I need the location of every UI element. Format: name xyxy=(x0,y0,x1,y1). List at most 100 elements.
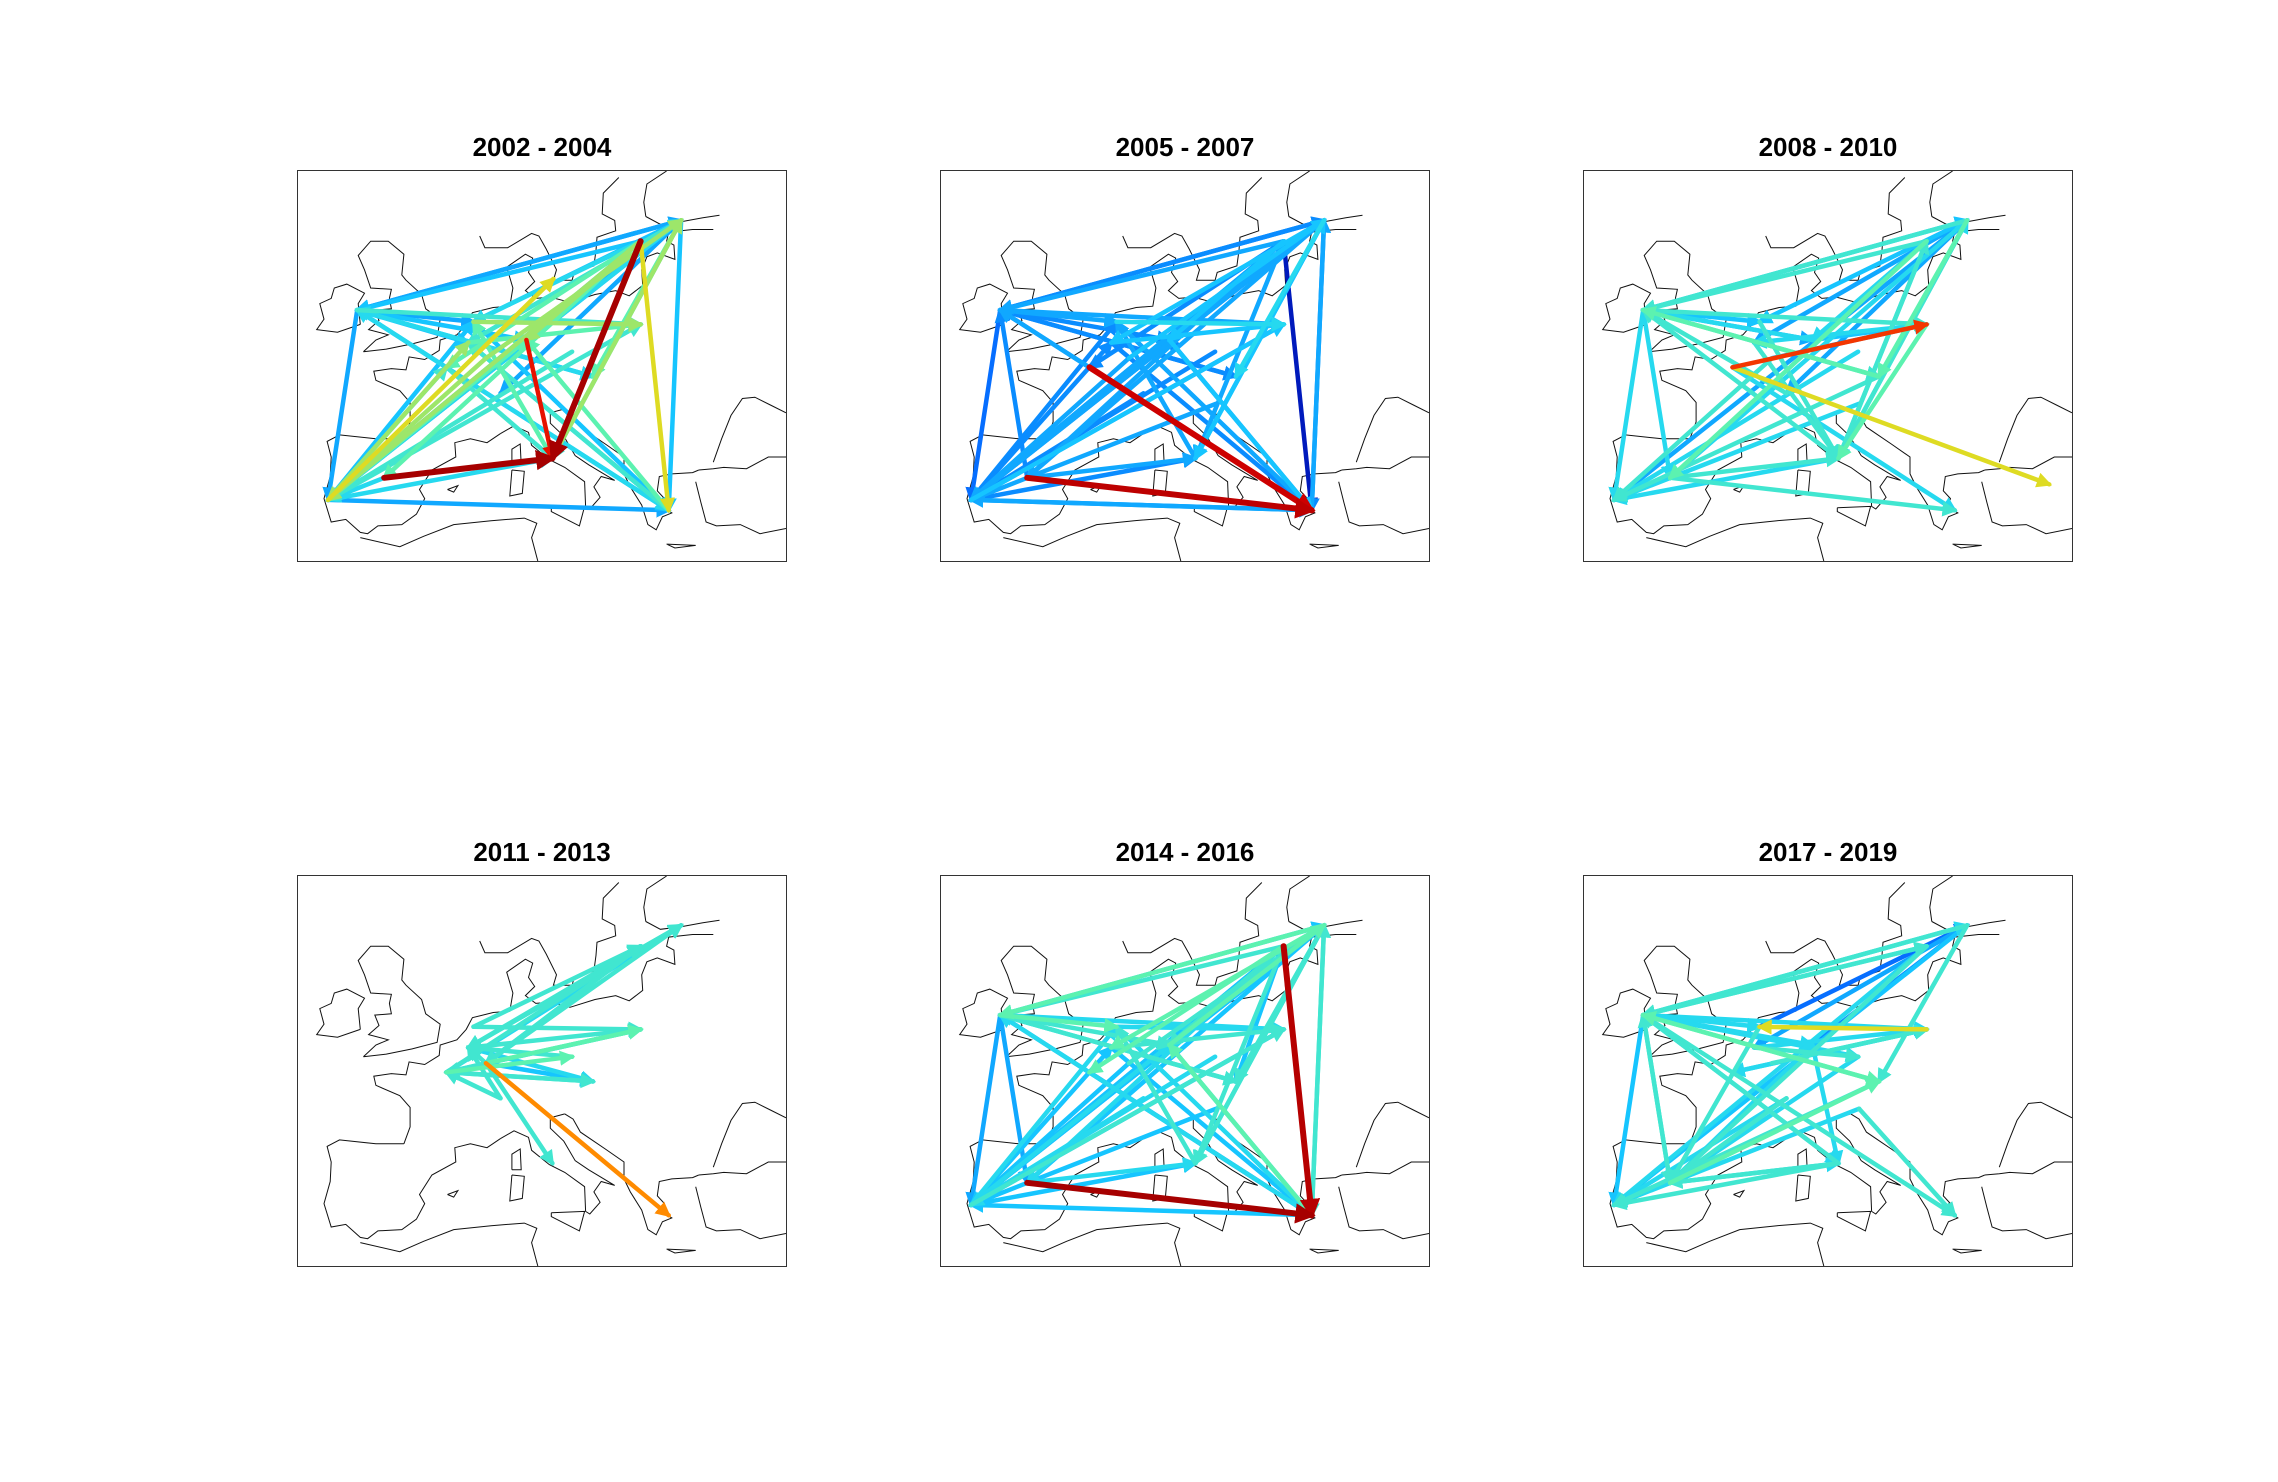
flow-arrow-ee-it xyxy=(1192,943,1286,1167)
flow-arrow-fi-nl xyxy=(1756,218,1970,325)
flow-arrow-cz-be xyxy=(465,1041,575,1059)
flow-arrow-ie-pt xyxy=(1608,1012,1646,1208)
flow-arrow-pt-gr xyxy=(325,497,672,518)
map-frame xyxy=(940,170,1430,562)
flow-arrow-ch-pt xyxy=(1611,1096,1789,1208)
flow-arrow-be-pl xyxy=(1109,1023,1287,1050)
flow-arrow-es-it xyxy=(381,450,557,481)
flow-arrow-si-gr xyxy=(1856,1106,1957,1218)
coastline xyxy=(1338,1186,1429,1240)
coastline xyxy=(315,283,366,333)
flow-layer xyxy=(1608,216,2053,517)
coastline xyxy=(1003,517,1182,561)
coastline-layer xyxy=(315,876,786,1266)
flow-arrow-pt-be xyxy=(325,340,471,503)
flow-arrow-fi-it xyxy=(1193,923,1327,1166)
flow-arrow-ee-fr xyxy=(443,238,643,370)
flow-arrow-ie-pt xyxy=(1608,307,1646,503)
europe-flow-map xyxy=(1601,171,2072,561)
coastline xyxy=(1984,456,2072,471)
flow-arrow-gr-fi xyxy=(1309,922,1332,1218)
coastline xyxy=(666,1248,696,1254)
coastline xyxy=(1765,177,1906,281)
flow-arrow-ee-fr xyxy=(1086,943,1286,1075)
flow-arrow-fr-tr xyxy=(1730,365,2053,488)
flow-arrow-it-ie xyxy=(1640,1012,1841,1166)
flow-arrow-ie-es xyxy=(1640,307,1676,481)
europe-flow-map xyxy=(315,876,786,1266)
coastline xyxy=(1341,456,1429,471)
flow-arrow-ee-ie xyxy=(1640,943,1929,1020)
coastline xyxy=(1733,1189,1746,1198)
flow-arrow-gr-ie xyxy=(354,307,671,513)
flow-arrow-cz-pt xyxy=(1611,349,1861,503)
coastline xyxy=(695,1186,786,1240)
flow-arrow-ee-es xyxy=(1667,943,1929,1186)
coastline xyxy=(1836,505,1872,527)
coastline xyxy=(564,1113,699,1236)
flow-arrow-pt-it xyxy=(968,453,1199,503)
flow-arrow-lu-fi xyxy=(483,218,684,361)
flow-arrow-fi-gr xyxy=(661,218,684,514)
flow-layer xyxy=(443,923,684,1218)
coastline xyxy=(1836,1210,1872,1232)
coastline xyxy=(1795,1174,1811,1202)
flow-arrow-fi-at xyxy=(1233,218,1327,380)
map-frame xyxy=(297,875,787,1267)
flow-arrow-gr-de xyxy=(524,337,671,513)
coastline xyxy=(643,876,667,922)
europe-flow-map xyxy=(315,171,786,561)
flow-arrow-lu-pt xyxy=(968,355,1132,503)
map-frame xyxy=(940,875,1430,1267)
flow-arrow-it-ee xyxy=(1836,238,1930,461)
coastline xyxy=(1601,283,1652,333)
flow-arrow-nl-pl xyxy=(1114,316,1287,332)
flow-arrow-pl-it xyxy=(1836,322,1929,461)
flow-arrow-de-fi xyxy=(1167,923,1327,1048)
coastline xyxy=(1998,396,2072,463)
coastline xyxy=(500,1113,615,1215)
flow-arrow-cz-pt xyxy=(325,349,575,503)
coastline xyxy=(643,171,667,217)
coastline xyxy=(479,177,620,281)
flow-arrow-nl-ee xyxy=(471,943,644,1030)
flow-arrow-de-gr xyxy=(1167,337,1314,513)
coastline xyxy=(1981,1186,2072,1240)
flow-arrow-gr-pt xyxy=(968,1197,1314,1218)
flow-arrow-es-gr xyxy=(1667,475,1958,517)
flow-arrow-lu-pt xyxy=(1611,355,1775,503)
flow-arrow-fi-be xyxy=(1751,218,1970,345)
coastline xyxy=(373,958,571,1144)
flow-arrow-ee-it xyxy=(549,238,644,463)
flow-arrow-gr-fi xyxy=(1309,217,1332,513)
coastline xyxy=(479,882,620,986)
flow-arrow-at-fr xyxy=(443,1065,596,1084)
flow-arrow-nl-es xyxy=(1667,1024,1762,1186)
flow-layer xyxy=(965,921,1332,1224)
coastline xyxy=(1309,1248,1339,1254)
flow-arrow-de-ie xyxy=(1640,304,1815,343)
panel-title: 2008 - 2010 xyxy=(1758,132,1898,162)
coastline xyxy=(666,543,696,549)
flow-arrow-pt-de xyxy=(968,1042,1172,1208)
coastline xyxy=(1286,171,1310,217)
coastline xyxy=(1850,1113,1985,1236)
flow-arrow-at-ie xyxy=(1640,1011,1882,1084)
coastline xyxy=(1003,1222,1182,1266)
flow-arrow-lu-fi xyxy=(1126,218,1327,361)
flow-arrow-ie-pl xyxy=(1640,307,1930,332)
coastline xyxy=(712,396,786,463)
flow-arrow-es-it xyxy=(1667,452,1842,481)
map-frame xyxy=(297,170,787,562)
coastline xyxy=(1646,517,1825,561)
flow-arrow-ie-nl xyxy=(997,307,1120,329)
coastline-layer xyxy=(315,171,786,561)
coastline xyxy=(1338,481,1429,535)
coastline xyxy=(1355,396,1429,463)
coastline xyxy=(357,945,441,1058)
coastline xyxy=(511,1148,522,1171)
coastline xyxy=(315,988,366,1038)
flow-arrow-ie-pt xyxy=(322,307,360,503)
flow-arrow-ee-ie xyxy=(354,238,643,315)
flow-arrow-ee-nl xyxy=(470,238,643,325)
